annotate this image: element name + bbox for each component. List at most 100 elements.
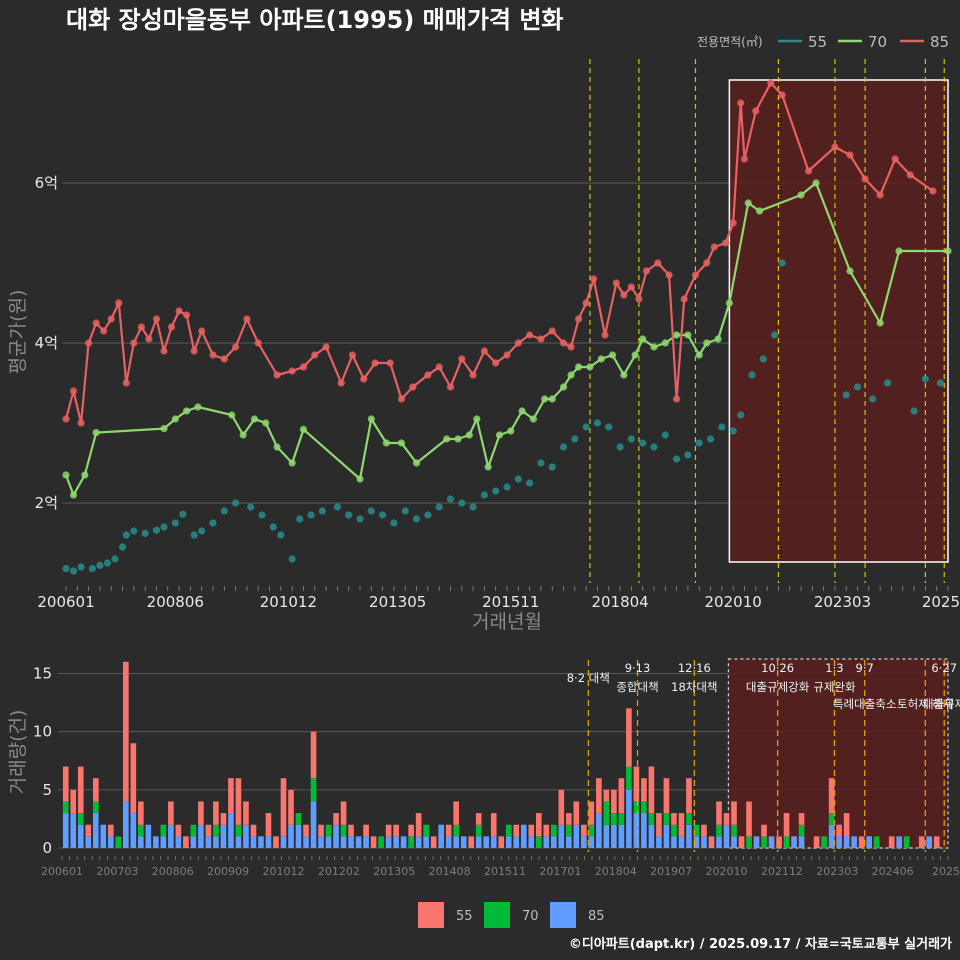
- data-point-70: [194, 403, 202, 411]
- volume-bar-55: [783, 813, 790, 837]
- volume-bar-55: [761, 824, 767, 837]
- data-point-55: [503, 483, 511, 491]
- data-point-55: [412, 515, 421, 523]
- bar-x-tick-label: 200806: [152, 865, 194, 878]
- bar-x-tick-label: 200909: [207, 865, 249, 878]
- volume-bar-55: [723, 813, 730, 825]
- data-point-70: [846, 267, 854, 275]
- volume-bar-85: [333, 824, 339, 848]
- data-point-70: [454, 435, 462, 443]
- volume-bar-85: [393, 836, 399, 848]
- volume-bar-55: [123, 661, 129, 802]
- data-point-70: [895, 247, 903, 255]
- data-point-55: [171, 519, 179, 527]
- data-point-55: [650, 443, 658, 451]
- data-point-85: [469, 371, 477, 379]
- volume-bar-85: [596, 813, 602, 848]
- volume-bar-55: [318, 824, 324, 837]
- data-point-55: [296, 515, 304, 523]
- data-point-85: [582, 299, 590, 307]
- volume-bar-70: [761, 836, 767, 848]
- data-point-55: [853, 383, 862, 391]
- data-point-55: [88, 565, 96, 573]
- volume-bar-55: [588, 801, 595, 825]
- volume-bar-70: [828, 813, 835, 825]
- volume-bar-70: [77, 813, 84, 825]
- data-point-85: [77, 419, 85, 427]
- volume-bar-70: [641, 801, 647, 814]
- bar-legend-swatch-70: [484, 902, 510, 928]
- volume-bar-70: [423, 824, 429, 837]
- volume-bar-55: [220, 813, 227, 825]
- data-point-70: [567, 371, 575, 379]
- volume-bar-55: [535, 813, 542, 837]
- data-point-85: [737, 99, 745, 107]
- data-point-85: [360, 375, 368, 383]
- bar-legend-label-70: 70: [522, 909, 539, 924]
- volume-bar-55: [453, 801, 460, 825]
- data-point-70: [69, 491, 78, 499]
- data-point-55: [446, 495, 455, 503]
- data-point-85: [397, 395, 406, 403]
- volume-bar-85: [588, 836, 595, 848]
- volume-bar-55: [918, 836, 925, 848]
- data-point-70: [473, 415, 481, 423]
- bar-y-tick-label: 15: [33, 664, 52, 682]
- volume-bar-55: [280, 778, 287, 837]
- data-point-55: [198, 527, 206, 535]
- series-85: [62, 79, 937, 427]
- volume-bar-55: [716, 801, 722, 825]
- data-point-70: [160, 425, 168, 433]
- volume-bar-85: [340, 836, 347, 848]
- volume-bar-85: [866, 836, 872, 848]
- volume-bar-85: [648, 824, 655, 848]
- data-point-55: [748, 371, 756, 379]
- volume-bar-85: [62, 813, 69, 848]
- data-point-70: [228, 411, 236, 419]
- volume-bar-55: [92, 778, 99, 802]
- data-point-55: [379, 511, 387, 519]
- data-point-85: [680, 295, 688, 303]
- data-point-70: [575, 363, 583, 371]
- data-point-55: [333, 503, 341, 511]
- volume-bar-85: [798, 836, 805, 848]
- data-point-70: [239, 431, 247, 439]
- data-point-55: [627, 435, 635, 443]
- data-point-55: [884, 379, 892, 387]
- data-point-70: [262, 419, 270, 427]
- volume-bar-55: [303, 824, 309, 837]
- data-point-70: [367, 415, 375, 423]
- y-tick-label: 6억: [35, 174, 58, 192]
- data-point-85: [526, 331, 534, 339]
- bar-y-tick-label: 0: [42, 839, 52, 857]
- volume-bar-85: [280, 836, 287, 848]
- data-point-55: [480, 491, 488, 499]
- data-point-55: [921, 375, 929, 383]
- bar-x-tick-label: 202303: [816, 865, 858, 878]
- y-axis-title: 평균가(원): [7, 290, 29, 375]
- volume-bar-85: [310, 801, 317, 848]
- data-point-70: [465, 431, 473, 439]
- data-point-70: [299, 425, 308, 433]
- volume-bar-85: [153, 836, 159, 848]
- data-point-55: [684, 451, 692, 459]
- volume-bar-55: [798, 813, 805, 825]
- volume-bar-70: [603, 801, 610, 825]
- volume-bar-70: [535, 836, 542, 848]
- volume-bar-85: [145, 824, 152, 848]
- volume-bar-70: [798, 824, 805, 837]
- data-point-55: [706, 435, 715, 443]
- data-point-85: [703, 259, 711, 267]
- volume-bar-70: [671, 824, 677, 837]
- legend-label-70: 70: [868, 33, 887, 51]
- x-axis-title: 거래년월: [472, 611, 542, 633]
- data-point-85: [514, 339, 522, 347]
- x-tick-label: 201012: [260, 593, 317, 611]
- volume-bar-85: [686, 824, 692, 848]
- data-point-55: [96, 561, 104, 570]
- volume-bar-55: [828, 778, 835, 814]
- volume-bar-70: [550, 824, 557, 837]
- data-point-55: [307, 511, 315, 519]
- data-point-85: [175, 307, 183, 315]
- data-point-55: [62, 565, 70, 573]
